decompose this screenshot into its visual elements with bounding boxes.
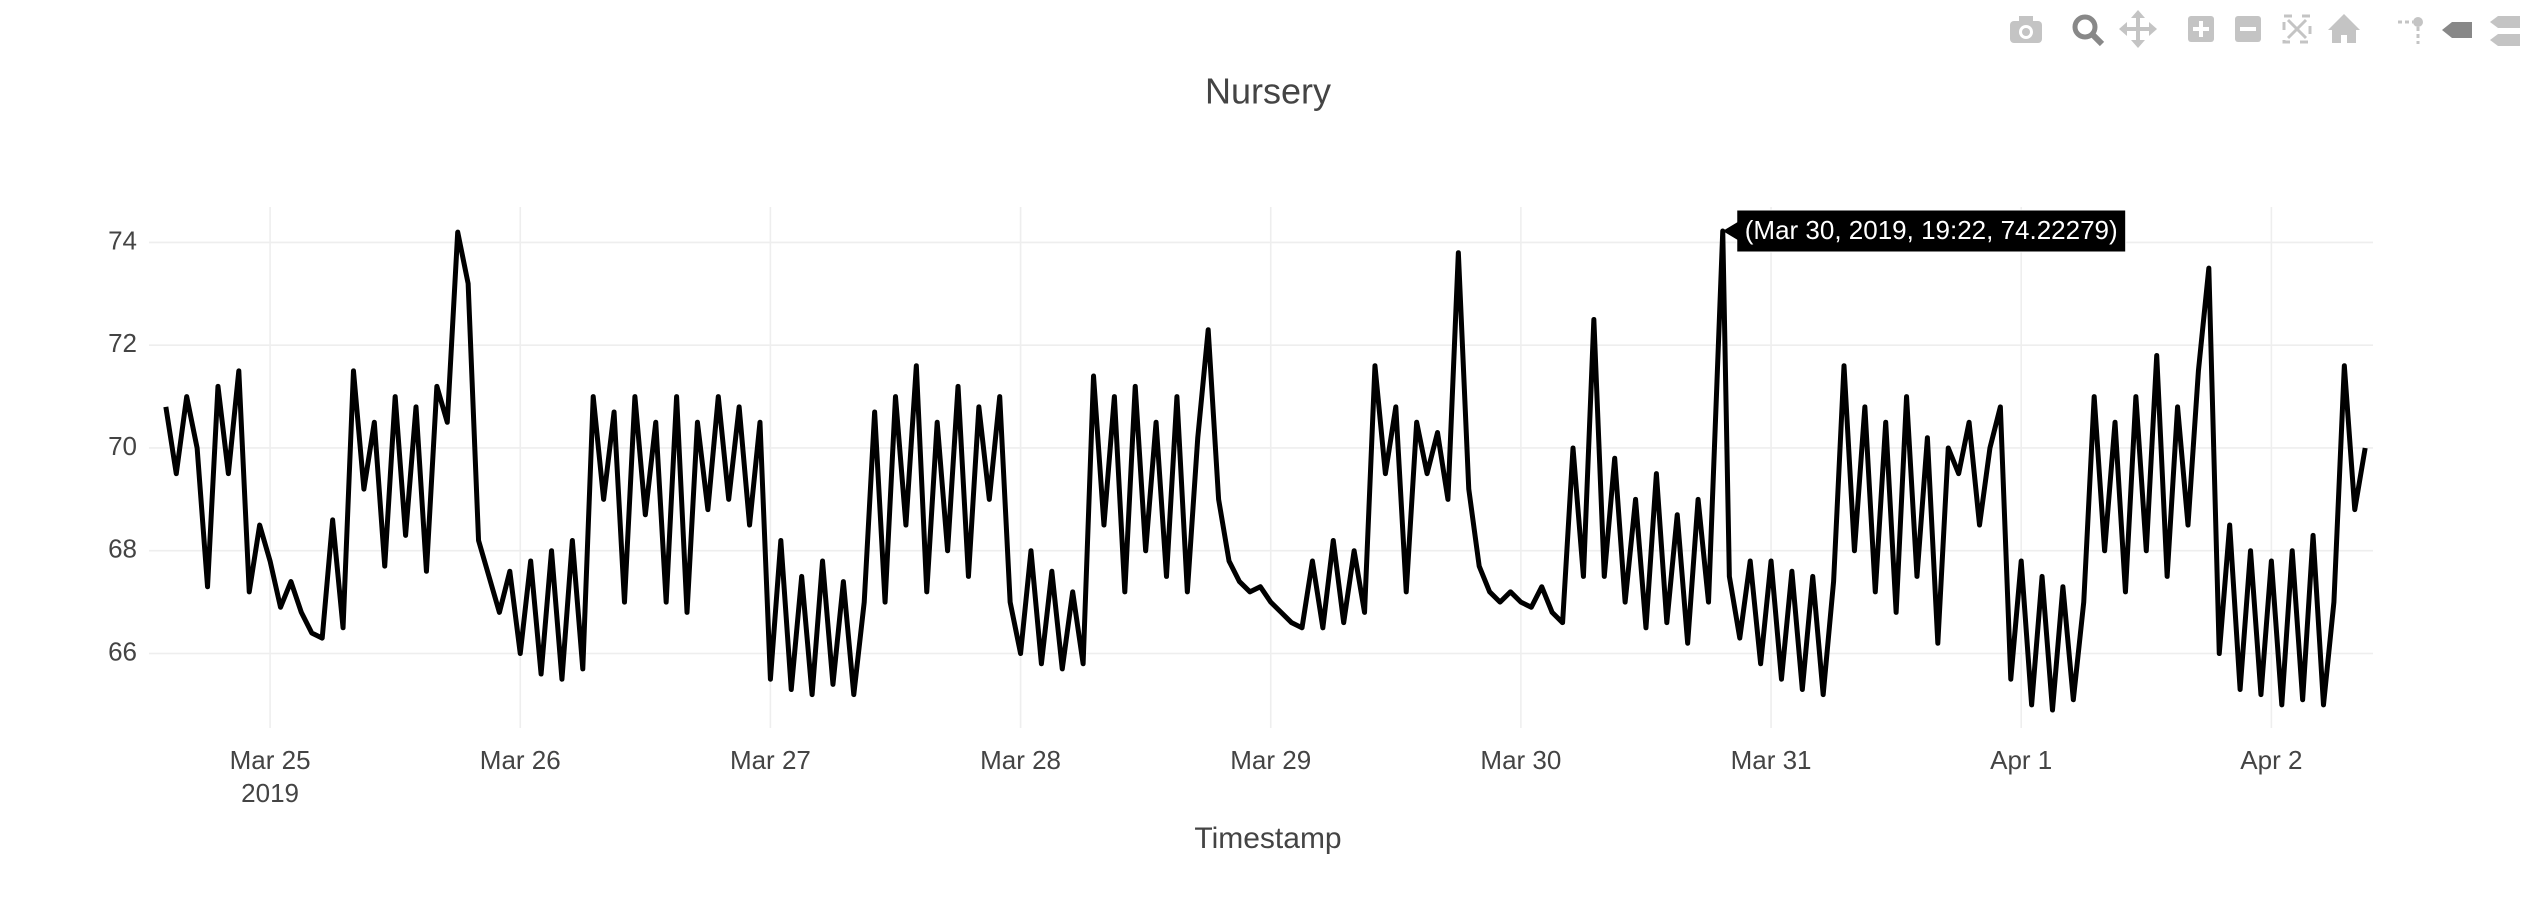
x-tick-label: Mar 30: [1480, 745, 1561, 775]
modebar: [2010, 10, 2520, 48]
tooltip-label: (Mar 30, 2019, 19:22, 74.22279): [1745, 215, 2118, 245]
x-tick-label: Mar 26: [480, 745, 561, 775]
x-tick-label: Apr 2: [2240, 745, 2302, 775]
x-tick-label: Mar 27: [730, 745, 811, 775]
hover-tooltip: (Mar 30, 2019, 19:22, 74.22279): [1722, 209, 2127, 253]
zoom-button[interactable]: [2072, 14, 2105, 47]
chart-title: Nursery: [1205, 71, 1331, 112]
x-axis-title: Timestamp: [1194, 822, 1341, 855]
x-tick-label: Mar 25: [230, 745, 311, 775]
tooltip-pointer: [1722, 222, 1738, 241]
pan-button[interactable]: [2119, 10, 2157, 48]
y-tick-label: 66: [108, 636, 137, 666]
x-tick-label: Apr 1: [1990, 745, 2052, 775]
x-tick-label: Mar 31: [1731, 745, 1812, 775]
zoom-out-button[interactable]: [2235, 16, 2261, 42]
x-tick-label: Mar 29: [1230, 745, 1311, 775]
tooltip-box: [1736, 209, 2127, 253]
reset-axes-button[interactable]: [2328, 14, 2360, 43]
grid: [149, 207, 2373, 728]
plot: [163, 228, 2368, 713]
y-tick-label: 68: [108, 534, 137, 564]
hover-closest-button[interactable]: [2442, 22, 2472, 38]
zoom-in-button[interactable]: [2188, 16, 2214, 42]
hover-compare-button[interactable]: [2490, 16, 2520, 46]
data-line: [163, 228, 2368, 713]
y-tick-label: 72: [108, 328, 137, 358]
camera-button[interactable]: [2010, 16, 2042, 43]
x-tick-label: Mar 28: [980, 745, 1061, 775]
y-tick-label: 70: [108, 431, 137, 461]
spike-lines-button[interactable]: [2398, 17, 2423, 44]
y-tick-label: 74: [108, 225, 137, 255]
autoscale-button[interactable]: [2282, 14, 2312, 44]
x-year-label: 2019: [241, 778, 299, 808]
